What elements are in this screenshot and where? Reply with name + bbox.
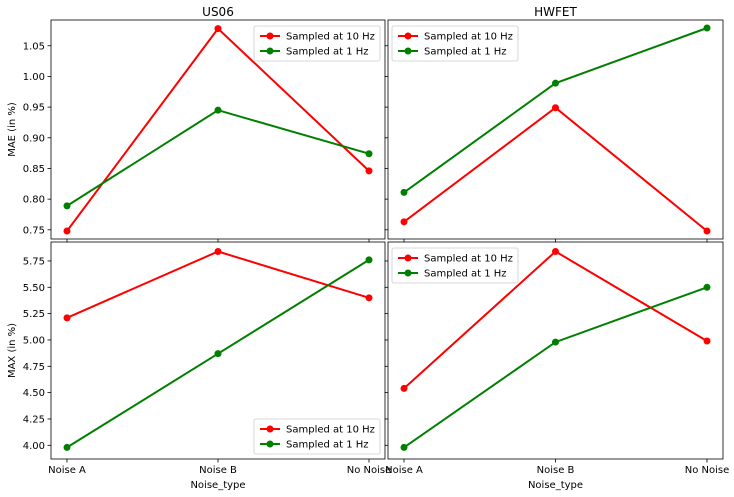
x-tick-label: Noise B xyxy=(199,465,237,476)
y-tick-label: 5.25 xyxy=(23,309,45,320)
chart-panel-0: US06 0.75 0.80 0.85 0.90 0.95 1.00 1.05 MAE (in … xyxy=(7,5,386,243)
data-point-1hz xyxy=(552,338,559,346)
legend-swatch-marker xyxy=(404,254,412,262)
legend-label: Sampled at 1 Hz xyxy=(286,440,369,451)
y-tick-label: 0.85 xyxy=(23,164,45,175)
legend-box xyxy=(253,418,381,455)
data-point-10hz xyxy=(552,104,559,112)
legend-swatch-marker xyxy=(404,269,412,277)
chart-panel-1: HWFET Sampled at 10 Hz Sampled at 1 Hz xyxy=(384,5,724,243)
y-tick-label: 4.75 xyxy=(23,362,45,373)
legend-swatch-marker xyxy=(266,47,274,55)
legend-swatch-marker xyxy=(404,32,412,40)
legend-label: Sampled at 10 Hz xyxy=(424,254,513,265)
y-tick-label: 5.50 xyxy=(23,283,45,294)
data-point-1hz xyxy=(703,24,711,32)
data-point-1hz xyxy=(214,350,222,358)
legend: Sampled at 10 Hz Sampled at 1 Hz xyxy=(391,247,519,284)
legend-box xyxy=(391,25,519,62)
legend-label: Sampled at 10 Hz xyxy=(424,32,513,43)
y-tick-label: 0.75 xyxy=(23,225,45,236)
data-point-10hz xyxy=(365,167,373,175)
y-tick-label: 5.00 xyxy=(23,335,45,346)
plot-frame xyxy=(50,19,386,240)
chart-title: HWFET xyxy=(534,5,577,19)
data-point-10hz xyxy=(400,218,408,226)
y-tick-label: 5.75 xyxy=(23,256,45,267)
x-tick-label: Noise B xyxy=(537,465,575,476)
data-point-10hz xyxy=(63,227,71,235)
x-tick-label: Noise A xyxy=(48,465,86,476)
legend-box xyxy=(391,247,519,284)
y-tick-label: 0.90 xyxy=(23,133,45,144)
x-tick-label: No Noise xyxy=(685,465,730,476)
series-line-10hz xyxy=(403,106,708,232)
legend-box xyxy=(253,25,381,62)
data-point-1hz xyxy=(214,106,222,114)
chart-title: US06 xyxy=(202,5,234,19)
legend-swatch-marker xyxy=(266,425,274,433)
plot-frame xyxy=(50,241,386,460)
series-line-10hz xyxy=(66,250,370,319)
y-tick-label: 4.00 xyxy=(23,441,45,452)
data-point-10hz xyxy=(400,384,408,392)
legend: Sampled at 10 Hz Sampled at 1 Hz xyxy=(391,25,519,62)
data-point-1hz xyxy=(703,283,711,291)
legend-label: Sampled at 1 Hz xyxy=(424,47,507,58)
data-point-1hz xyxy=(552,79,559,87)
y-tick-label: 1.00 xyxy=(23,72,45,83)
legend-label: Sampled at 10 Hz xyxy=(286,425,375,436)
legend-label: Sampled at 1 Hz xyxy=(424,269,507,280)
chart-panel-2: 4.00 4.25 4.50 4.75 5.00 5.25 5.50 5.75 Noise A N… xyxy=(7,241,392,491)
data-point-1hz xyxy=(63,443,71,451)
data-point-1hz xyxy=(400,188,408,196)
data-point-1hz xyxy=(400,443,408,451)
y-tick-label: 4.25 xyxy=(23,414,45,425)
data-point-1hz xyxy=(63,202,71,210)
series-line-1hz xyxy=(403,286,708,449)
data-point-1hz xyxy=(365,150,373,158)
data-point-10hz xyxy=(703,337,711,345)
legend: Sampled at 10 Hz Sampled at 1 Hz xyxy=(253,25,381,62)
data-point-10hz xyxy=(63,314,71,322)
y-tick-label: 4.50 xyxy=(23,388,45,399)
data-point-10hz xyxy=(365,294,373,302)
data-point-10hz xyxy=(703,227,711,235)
y-axis-label: MAX (in %) xyxy=(7,323,18,378)
chart-panel-3: Noise A Noise B No Noise Noise_type Sampled … xyxy=(384,241,730,491)
y-tick-label: 0.95 xyxy=(23,103,45,114)
legend: Sampled at 10 Hz Sampled at 1 Hz xyxy=(253,418,381,455)
x-axis-label: Noise_type xyxy=(528,480,583,491)
x-tick-label: Noise A xyxy=(385,465,423,476)
legend-swatch-marker xyxy=(266,440,274,448)
data-point-1hz xyxy=(365,256,373,264)
plot-frame xyxy=(387,19,724,240)
series-line-1hz xyxy=(66,109,370,207)
legend-label: Sampled at 1 Hz xyxy=(286,47,369,58)
data-point-10hz xyxy=(214,25,222,33)
data-point-10hz xyxy=(552,247,559,255)
legend-swatch-marker xyxy=(266,32,274,40)
legend-label: Sampled at 10 Hz xyxy=(286,32,375,43)
plot-frame xyxy=(387,241,724,460)
x-tick-label: No Noise xyxy=(347,465,392,476)
data-point-10hz xyxy=(214,247,222,255)
y-tick-label: 1.05 xyxy=(23,41,45,52)
legend-swatch-marker xyxy=(404,47,412,55)
y-axis-label: MAE (in %) xyxy=(7,102,18,157)
x-axis-label: Noise_type xyxy=(190,480,245,491)
y-tick-label: 0.80 xyxy=(23,195,45,206)
